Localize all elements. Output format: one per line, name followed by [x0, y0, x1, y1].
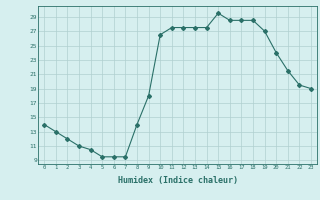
X-axis label: Humidex (Indice chaleur): Humidex (Indice chaleur)	[118, 176, 238, 185]
